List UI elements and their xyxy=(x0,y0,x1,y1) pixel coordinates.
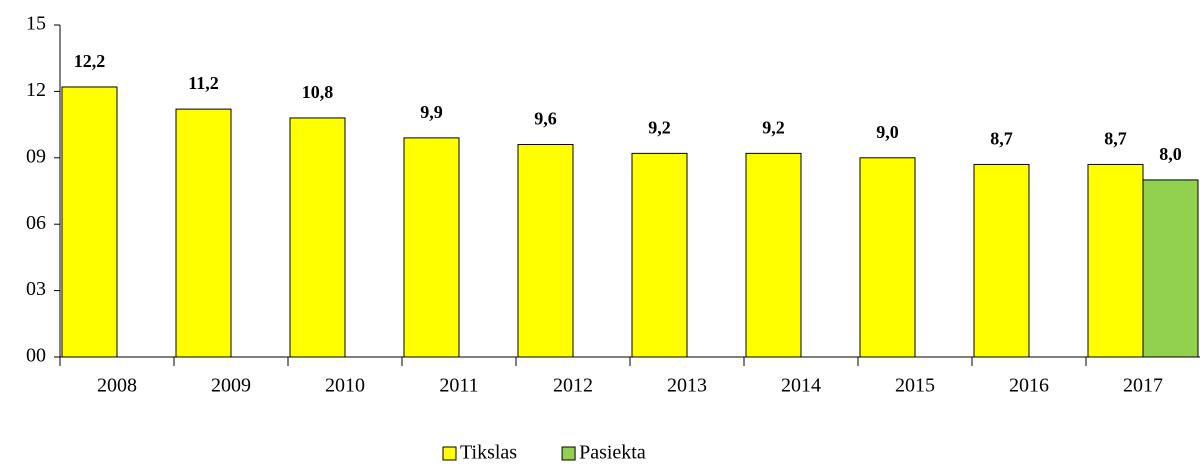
data-label: 8,7 xyxy=(1104,129,1127,149)
x-tick-label: 2015 xyxy=(895,375,935,397)
bar xyxy=(61,86,118,358)
x-tick-label: 2012 xyxy=(553,375,593,397)
x-tick-label: 2014 xyxy=(781,375,821,397)
x-tick-label: 2016 xyxy=(1009,375,1049,397)
x-tick-label: 2017 xyxy=(1123,375,1163,397)
bar xyxy=(745,152,802,358)
x-tick-label: 2011 xyxy=(439,375,478,397)
legend-label: Tikslas xyxy=(460,442,517,464)
y-tick-label: 09 xyxy=(26,145,46,167)
x-tick-label: 2013 xyxy=(667,375,707,397)
data-label: 8,0 xyxy=(1159,144,1182,164)
bar xyxy=(1142,179,1199,358)
bar xyxy=(403,137,460,358)
x-tick-label: 2009 xyxy=(211,375,251,397)
legend-swatch xyxy=(561,446,576,461)
legend-swatch xyxy=(442,446,457,461)
bar xyxy=(517,144,574,358)
y-tick-label: 03 xyxy=(26,278,46,300)
y-tick-label: 00 xyxy=(26,345,46,367)
y-tick-label: 06 xyxy=(26,212,46,234)
bar xyxy=(631,152,688,358)
data-label: 9,6 xyxy=(534,109,557,129)
bar xyxy=(289,117,346,358)
data-label: 10,8 xyxy=(302,82,334,102)
data-label: 9,0 xyxy=(876,122,899,142)
data-label: 9,2 xyxy=(762,117,785,137)
bar xyxy=(175,108,232,358)
x-tick-label: 2008 xyxy=(97,375,137,397)
bar xyxy=(1087,163,1144,358)
data-label: 9,2 xyxy=(648,117,671,137)
data-label: 9,9 xyxy=(420,102,443,122)
bar xyxy=(859,157,916,358)
bar xyxy=(973,163,1030,358)
y-tick-label: 12 xyxy=(26,79,46,101)
legend-label: Pasiekta xyxy=(579,442,646,464)
y-tick-label: 15 xyxy=(26,13,46,35)
data-label: 11,2 xyxy=(188,73,219,93)
data-label: 12,2 xyxy=(74,51,106,71)
data-label: 8,7 xyxy=(990,129,1013,149)
x-tick-label: 2010 xyxy=(325,375,365,397)
